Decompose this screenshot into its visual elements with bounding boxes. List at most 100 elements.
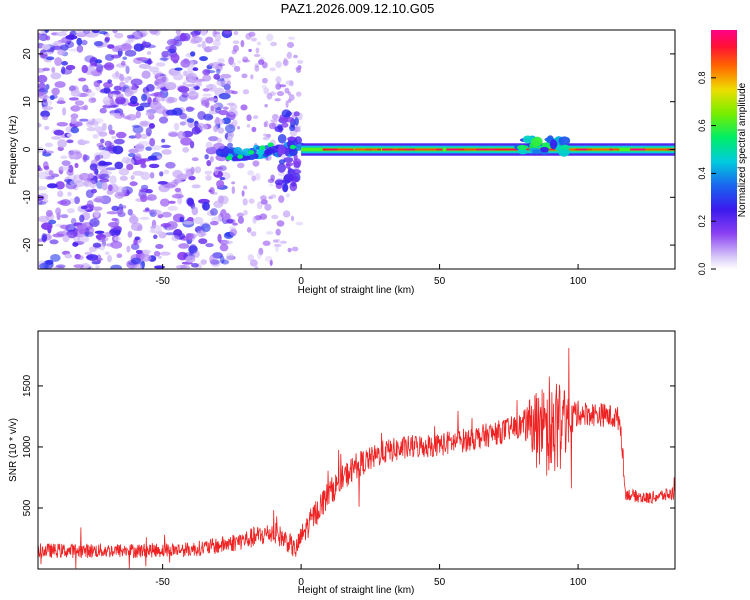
disturbance-blob: [522, 135, 533, 144]
noise-speckle: [44, 30, 49, 34]
noise-speckle: [218, 92, 231, 100]
noise-speckle: [202, 201, 210, 211]
noise-speckle: [60, 155, 68, 160]
noise-speckle: [210, 208, 218, 216]
noise-speckle: [200, 259, 207, 265]
y-tick-label: 1000: [22, 435, 33, 458]
noise-speckle: [263, 87, 270, 95]
noise-speckle: [50, 45, 63, 51]
noise-speckle: [288, 36, 295, 40]
noise-speckle: [134, 263, 143, 269]
transition-blob: [283, 157, 294, 163]
noise-speckle: [48, 219, 57, 225]
noise-speckle: [147, 58, 152, 65]
noise-speckle: [213, 125, 218, 133]
noise-speckle: [289, 80, 294, 87]
noise-speckle: [276, 81, 281, 90]
noise-speckle: [56, 122, 69, 127]
noise-speckle: [141, 93, 148, 102]
noise-speckle: [189, 243, 198, 253]
noise-speckle: [168, 132, 178, 137]
noise-speckle: [209, 46, 219, 50]
noise-speckle: [227, 142, 234, 148]
noise-speckle: [212, 142, 225, 150]
snr-series-line: [38, 347, 675, 569]
noise-speckle: [254, 65, 260, 72]
noise-speckle: [74, 100, 85, 106]
noise-speckle: [217, 195, 225, 204]
transition-blob: [283, 182, 288, 193]
noise-speckle: [202, 93, 212, 97]
noise-speckle: [204, 154, 209, 160]
x-tick-label: 50: [434, 577, 446, 588]
noise-speckle: [241, 73, 248, 79]
noise-speckle: [101, 182, 108, 191]
noise-speckle: [182, 221, 194, 225]
noise-speckle: [125, 65, 130, 75]
noise-speckle: [94, 59, 103, 64]
noise-speckle: [129, 180, 137, 187]
noise-speckle: [104, 140, 112, 147]
noise-speckle: [215, 166, 224, 170]
noise-speckle: [228, 108, 236, 116]
noise-speckle: [196, 230, 207, 238]
noise-speckle: [153, 250, 161, 257]
disturbance-blob: [549, 139, 558, 150]
noise-speckle: [160, 223, 172, 228]
transition-blob: [294, 116, 299, 126]
noise-speckle: [213, 39, 221, 47]
noise-speckle: [206, 160, 212, 167]
noise-speckle: [76, 37, 83, 46]
noise-speckle: [67, 191, 72, 197]
noise-speckle: [289, 129, 298, 137]
noise-speckle: [155, 97, 163, 102]
noise-speckle: [223, 30, 233, 35]
noise-speckle: [284, 87, 290, 94]
noise-speckle: [145, 112, 154, 116]
noise-speckle: [79, 172, 91, 181]
noise-speckle: [66, 169, 74, 176]
noise-speckle: [212, 252, 223, 259]
noise-speckle: [237, 216, 245, 224]
noise-speckle: [57, 200, 67, 205]
noise-speckle: [189, 60, 194, 68]
noise-speckle: [275, 76, 282, 84]
noise-speckle: [74, 253, 81, 260]
noise-speckle: [184, 78, 194, 84]
noise-speckle: [57, 99, 65, 104]
carrier-core: [449, 148, 471, 151]
noise-speckle: [219, 243, 229, 252]
noise-speckle: [145, 127, 152, 137]
noise-speckle: [200, 30, 207, 36]
noise-speckle: [45, 142, 54, 148]
noise-speckle: [131, 124, 141, 128]
noise-speckle: [216, 79, 227, 87]
noise-speckle: [149, 30, 159, 35]
transition-blob: [285, 162, 294, 167]
noise-speckle: [115, 96, 126, 105]
noise-speckle: [38, 186, 48, 191]
noise-speckle: [224, 212, 231, 221]
noise-speckle: [250, 74, 254, 80]
noise-speckle: [186, 197, 194, 206]
noise-speckle: [269, 259, 273, 266]
noise-speckle: [149, 172, 155, 179]
snr-x-ticks: -50 0 50 100: [155, 564, 587, 588]
noise-speckle: [90, 188, 97, 194]
noise-speckle: [49, 239, 59, 245]
noise-speckle: [240, 40, 245, 48]
carrier-core: [414, 148, 437, 151]
noise-speckle: [70, 89, 82, 97]
noise-speckle: [38, 171, 49, 180]
transition-blob: [256, 149, 265, 156]
noise-speckle: [159, 57, 169, 61]
noise-speckle: [182, 70, 188, 77]
disturbance-blob: [539, 146, 549, 153]
noise-speckle: [288, 94, 295, 101]
noise-speckle: [150, 101, 162, 111]
noise-speckle: [78, 77, 87, 82]
noise-speckle: [245, 33, 252, 40]
noise-speckle: [130, 243, 140, 250]
noise-speckle: [231, 181, 236, 185]
noise-speckle: [104, 231, 112, 238]
